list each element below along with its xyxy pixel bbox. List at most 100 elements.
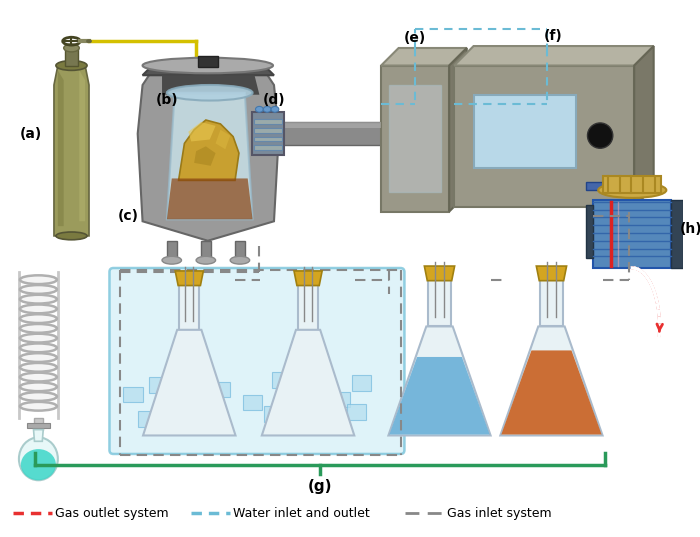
Bar bbox=[138, 411, 158, 427]
Text: Gas inlet system: Gas inlet system bbox=[447, 507, 552, 520]
Ellipse shape bbox=[20, 276, 57, 284]
Bar bbox=[594, 200, 671, 268]
Polygon shape bbox=[501, 351, 601, 434]
Bar bbox=[585, 205, 594, 258]
Bar bbox=[381, 66, 449, 212]
Polygon shape bbox=[34, 430, 43, 441]
Ellipse shape bbox=[263, 106, 271, 112]
Polygon shape bbox=[178, 120, 239, 180]
Polygon shape bbox=[216, 130, 230, 149]
Bar bbox=[64, 48, 78, 66]
Bar bbox=[198, 56, 218, 68]
Text: Gas outlet system: Gas outlet system bbox=[55, 507, 169, 520]
Polygon shape bbox=[251, 112, 284, 155]
Bar bbox=[585, 183, 603, 190]
Ellipse shape bbox=[598, 183, 666, 198]
Polygon shape bbox=[253, 119, 282, 124]
Bar bbox=[301, 385, 321, 401]
Bar bbox=[149, 377, 169, 393]
Polygon shape bbox=[143, 330, 235, 436]
Ellipse shape bbox=[20, 315, 57, 323]
Text: (f): (f) bbox=[544, 30, 563, 43]
Polygon shape bbox=[235, 241, 245, 260]
Bar bbox=[265, 407, 284, 422]
Polygon shape bbox=[449, 48, 467, 212]
Polygon shape bbox=[428, 280, 451, 326]
Polygon shape bbox=[201, 241, 211, 260]
Polygon shape bbox=[454, 46, 654, 66]
Polygon shape bbox=[167, 178, 253, 219]
Bar bbox=[243, 395, 262, 410]
Bar bbox=[352, 375, 371, 391]
Ellipse shape bbox=[167, 85, 253, 100]
Polygon shape bbox=[167, 93, 253, 219]
Polygon shape bbox=[54, 66, 89, 236]
Ellipse shape bbox=[20, 383, 57, 391]
Bar bbox=[27, 423, 50, 427]
Ellipse shape bbox=[20, 295, 57, 303]
Polygon shape bbox=[194, 146, 216, 166]
Ellipse shape bbox=[56, 61, 87, 70]
Ellipse shape bbox=[86, 39, 92, 43]
Bar bbox=[196, 414, 216, 430]
Text: (h): (h) bbox=[680, 222, 700, 236]
Ellipse shape bbox=[230, 256, 250, 264]
Ellipse shape bbox=[587, 123, 612, 148]
Ellipse shape bbox=[196, 256, 216, 264]
Bar bbox=[671, 200, 683, 268]
Bar bbox=[123, 387, 143, 402]
Ellipse shape bbox=[20, 334, 57, 342]
Polygon shape bbox=[253, 128, 282, 133]
Ellipse shape bbox=[21, 449, 56, 480]
Text: Water inlet and outlet: Water inlet and outlet bbox=[233, 507, 370, 520]
Ellipse shape bbox=[271, 106, 279, 112]
Text: (c): (c) bbox=[118, 209, 139, 223]
Ellipse shape bbox=[64, 44, 79, 52]
Bar bbox=[181, 396, 201, 412]
Polygon shape bbox=[298, 285, 318, 330]
Polygon shape bbox=[274, 122, 381, 128]
Polygon shape bbox=[274, 122, 381, 146]
Ellipse shape bbox=[20, 324, 57, 332]
Polygon shape bbox=[389, 357, 489, 434]
Bar bbox=[272, 372, 291, 388]
Polygon shape bbox=[381, 48, 467, 66]
Text: (g): (g) bbox=[307, 478, 332, 494]
Ellipse shape bbox=[20, 364, 57, 371]
Polygon shape bbox=[389, 85, 442, 192]
Polygon shape bbox=[536, 266, 566, 281]
Bar bbox=[603, 176, 662, 193]
Ellipse shape bbox=[20, 305, 57, 313]
Ellipse shape bbox=[20, 354, 57, 361]
Bar bbox=[347, 404, 367, 420]
Text: (b): (b) bbox=[155, 92, 178, 106]
Polygon shape bbox=[253, 136, 282, 141]
Polygon shape bbox=[58, 70, 64, 226]
Polygon shape bbox=[162, 75, 260, 95]
Polygon shape bbox=[262, 330, 354, 436]
Ellipse shape bbox=[256, 106, 263, 112]
Bar bbox=[34, 418, 43, 430]
FancyBboxPatch shape bbox=[109, 268, 405, 454]
Polygon shape bbox=[540, 280, 563, 326]
Polygon shape bbox=[138, 70, 279, 241]
Ellipse shape bbox=[162, 256, 181, 264]
Bar bbox=[454, 66, 634, 207]
Polygon shape bbox=[253, 146, 282, 150]
Polygon shape bbox=[167, 241, 176, 260]
Polygon shape bbox=[500, 326, 603, 436]
Text: (a): (a) bbox=[20, 127, 42, 141]
Polygon shape bbox=[188, 122, 216, 141]
Ellipse shape bbox=[20, 344, 57, 352]
Polygon shape bbox=[424, 266, 454, 281]
Bar bbox=[318, 408, 337, 424]
Ellipse shape bbox=[20, 402, 57, 410]
Ellipse shape bbox=[20, 373, 57, 381]
Ellipse shape bbox=[19, 438, 58, 480]
Polygon shape bbox=[175, 271, 204, 286]
Bar bbox=[474, 95, 576, 168]
Ellipse shape bbox=[56, 232, 87, 240]
Polygon shape bbox=[634, 46, 654, 207]
Bar bbox=[211, 382, 230, 397]
Text: (e): (e) bbox=[404, 31, 426, 45]
